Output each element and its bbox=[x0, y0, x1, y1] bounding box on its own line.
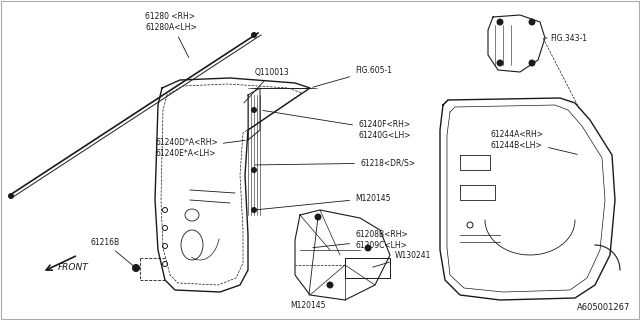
Text: 61208B<RH>
61209C<LH>: 61208B<RH> 61209C<LH> bbox=[313, 230, 408, 250]
Circle shape bbox=[8, 194, 13, 198]
Circle shape bbox=[329, 284, 332, 286]
Circle shape bbox=[367, 247, 369, 249]
Text: W130241: W130241 bbox=[372, 251, 431, 267]
Circle shape bbox=[315, 214, 321, 220]
Circle shape bbox=[253, 169, 255, 171]
Circle shape bbox=[134, 267, 138, 269]
Circle shape bbox=[365, 245, 371, 251]
Circle shape bbox=[497, 60, 503, 66]
Circle shape bbox=[252, 167, 257, 172]
Text: M120145: M120145 bbox=[290, 220, 326, 309]
Circle shape bbox=[253, 34, 255, 36]
Text: 61244A<RH>
61244B<LH>: 61244A<RH> 61244B<LH> bbox=[490, 130, 577, 154]
Text: 61280 <RH>
61280A<LH>: 61280 <RH> 61280A<LH> bbox=[145, 12, 196, 58]
Text: FIG.605-1: FIG.605-1 bbox=[313, 66, 392, 87]
Text: FRONT: FRONT bbox=[58, 263, 89, 273]
Text: 61218<DR/S>: 61218<DR/S> bbox=[255, 158, 415, 167]
Circle shape bbox=[10, 195, 12, 197]
Circle shape bbox=[531, 62, 533, 64]
Circle shape bbox=[252, 207, 257, 212]
Text: A605001267: A605001267 bbox=[577, 303, 630, 312]
Circle shape bbox=[253, 209, 255, 211]
Text: 61240F<RH>
61240G<LH>: 61240F<RH> 61240G<LH> bbox=[263, 110, 410, 140]
Circle shape bbox=[497, 19, 503, 25]
Text: FIG.343-1: FIG.343-1 bbox=[545, 34, 587, 43]
Circle shape bbox=[499, 62, 501, 64]
Circle shape bbox=[132, 265, 140, 271]
Text: Q110013: Q110013 bbox=[244, 68, 290, 103]
Text: 61216B: 61216B bbox=[90, 237, 134, 266]
Circle shape bbox=[499, 21, 501, 23]
Circle shape bbox=[317, 216, 319, 218]
Circle shape bbox=[531, 21, 533, 23]
Circle shape bbox=[253, 109, 255, 111]
Text: M120145: M120145 bbox=[257, 194, 390, 210]
Circle shape bbox=[327, 282, 333, 288]
Circle shape bbox=[252, 108, 257, 113]
Circle shape bbox=[529, 60, 535, 66]
Circle shape bbox=[252, 33, 257, 37]
Circle shape bbox=[529, 19, 535, 25]
Text: 61240D*A<RH>
61240E*A<LH>: 61240D*A<RH> 61240E*A<LH> bbox=[155, 138, 245, 158]
